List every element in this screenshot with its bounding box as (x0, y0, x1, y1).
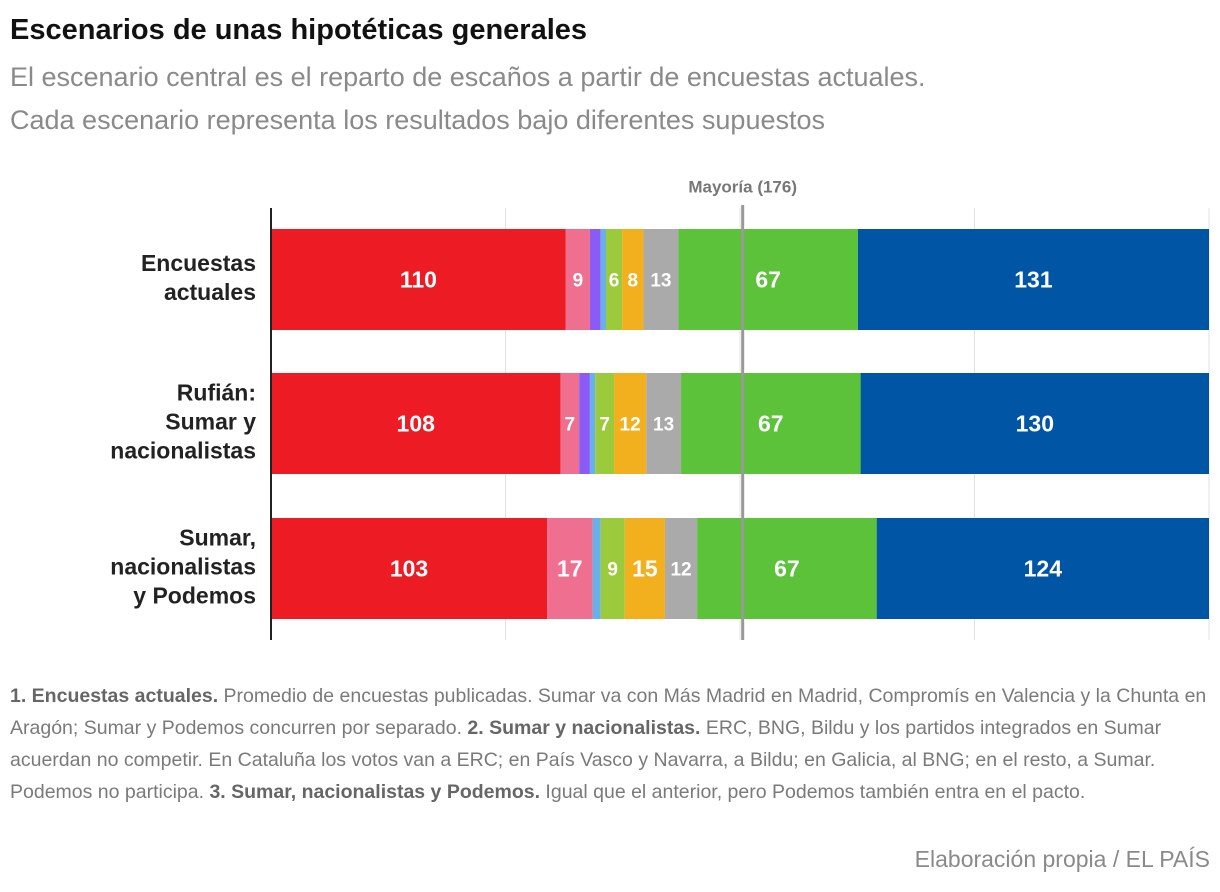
value-label: 13 (653, 415, 674, 436)
footnotes: 1. Encuestas actuales. Promedio de encue… (10, 680, 1210, 808)
value-label: 108 (397, 411, 436, 437)
bar-segment (600, 229, 606, 330)
value-label: 67 (758, 411, 784, 437)
category-label: nacionalistas (110, 438, 256, 464)
bar-segment (624, 518, 665, 619)
chart-title: Escenarios de unas hipotéticas generales (10, 14, 588, 46)
bar-segment (860, 373, 1209, 474)
bar-segment (857, 229, 1209, 330)
bar-segment (697, 518, 877, 619)
chart: Encuestas actuales 110 9 6 8 13 67 131 Rufián: Sum… (110, 177, 1210, 640)
subtitle: Cada escenario representa los resultados… (10, 105, 825, 135)
value-label: 12 (670, 560, 691, 581)
bar-segment (643, 229, 679, 330)
category-label: Sumar, (179, 525, 256, 551)
value-label: 67 (774, 556, 800, 582)
value-label: 13 (650, 271, 671, 292)
bar-segment (664, 518, 698, 619)
category-label: nacionalistas (110, 554, 256, 580)
note-text: ERC, BNG, Bildu y los partidos integrado… (10, 717, 1162, 803)
value-label: 130 (1016, 411, 1054, 437)
value-label: 131 (1014, 267, 1053, 293)
bar-segment (589, 229, 601, 330)
category-label: actuales (164, 279, 256, 305)
value-label: 7 (599, 415, 610, 436)
bar-segment (579, 373, 590, 474)
bar-segment (876, 518, 1209, 619)
value-label: 9 (607, 560, 618, 581)
note-heading: 3. Sumar, nacionalistas y Podemos. (209, 781, 541, 803)
bar-segment (271, 518, 548, 619)
bar-segment (271, 373, 561, 474)
bar-segment (547, 518, 593, 619)
value-label: 15 (632, 556, 658, 582)
bar-segment (271, 229, 566, 330)
value-label: 6 (609, 271, 620, 292)
note-heading: 2. Sumar y nacionalistas. (467, 717, 701, 739)
value-label: 12 (620, 415, 641, 436)
note-heading: 1. Encuestas actuales. (10, 685, 219, 707)
category-label: Encuestas (141, 250, 256, 276)
annotation: Mayoría (176) (688, 177, 797, 196)
bar-segment (681, 373, 861, 474)
note-text: Igual que el anterior, pero Podemos tamb… (540, 781, 1086, 803)
bar-segment (678, 229, 858, 330)
value-label: 7 (565, 415, 576, 436)
category-label: Rufián: (177, 380, 256, 406)
bar-segment (646, 373, 682, 474)
value-label: 67 (755, 267, 781, 293)
value-label: 9 (573, 271, 584, 292)
bar-segment (595, 373, 615, 474)
note-text: Promedio de encuestas publicadas. Sumar … (10, 685, 1207, 739)
bar-segment (600, 518, 625, 619)
bar-segment (622, 229, 644, 330)
category-label: Sumar y (165, 409, 256, 435)
subtitle: El escenario central es el reparto de es… (10, 62, 926, 92)
value-label: 17 (557, 556, 583, 582)
bar-segment (606, 229, 623, 330)
source: Elaboración propia / EL PAÍS (914, 846, 1210, 872)
value-label: 124 (1024, 556, 1063, 582)
value-label: 103 (390, 556, 428, 582)
bar-segment (589, 373, 596, 474)
value-label: 110 (400, 267, 437, 293)
bar-segment (560, 373, 580, 474)
bar-segment (565, 229, 590, 330)
bar-segment (592, 518, 601, 619)
bar-segment (614, 373, 647, 474)
category-label: y Podemos (133, 583, 256, 609)
value-label: 8 (628, 271, 639, 292)
